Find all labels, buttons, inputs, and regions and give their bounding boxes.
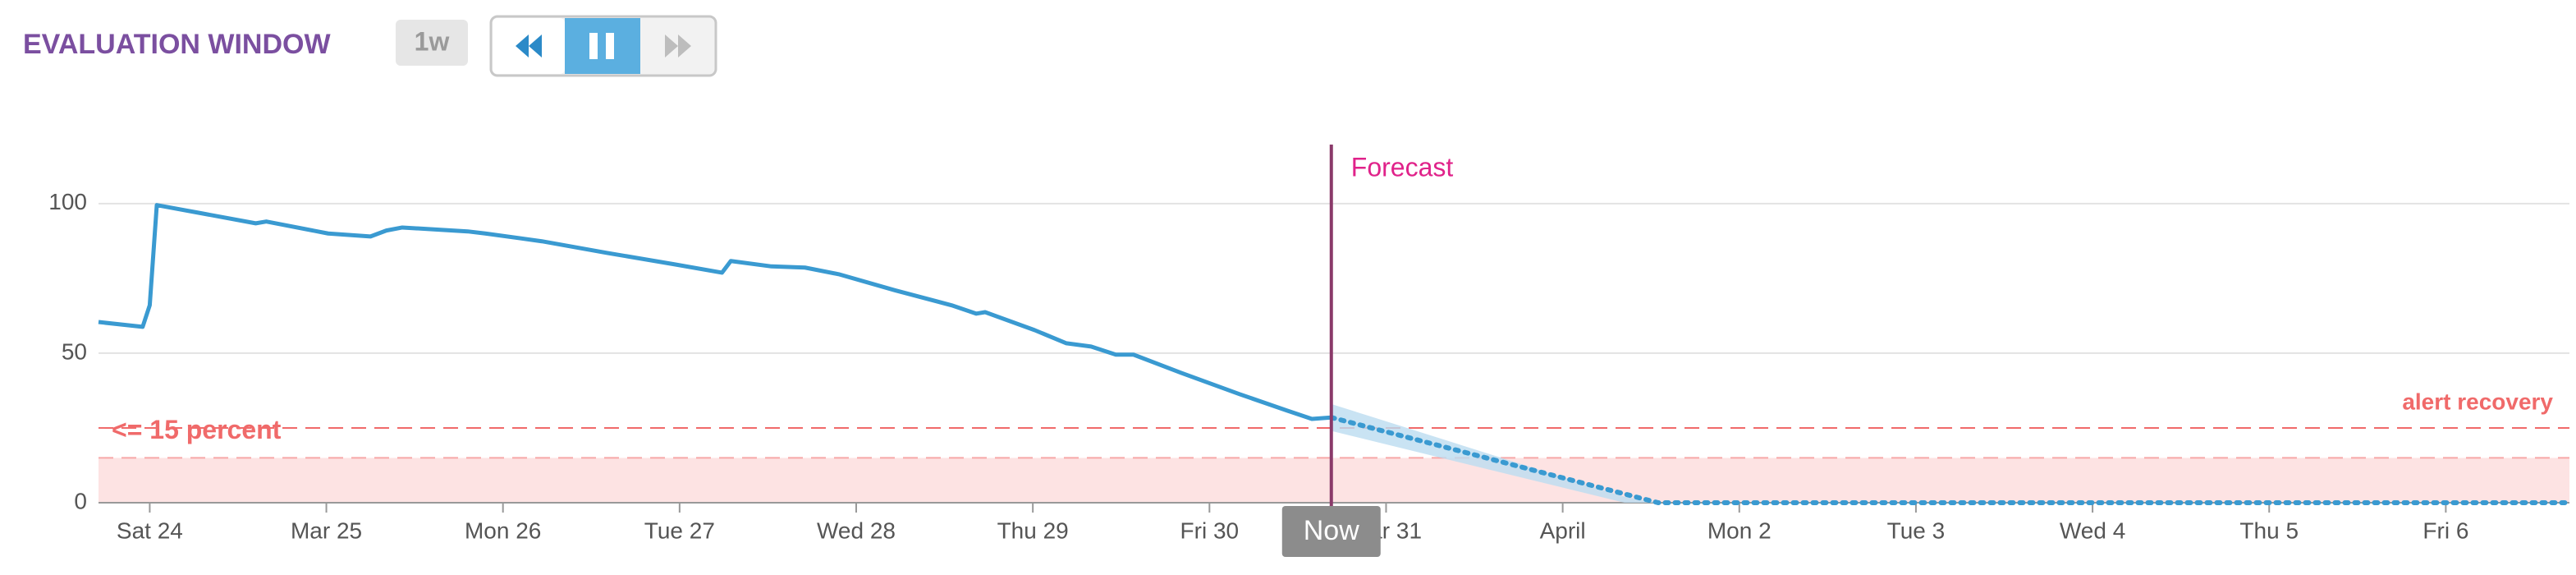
now-badge [1281, 506, 1381, 557]
now-label: Now [1304, 515, 1359, 546]
window-label: 1w [415, 26, 450, 56]
pause-button[interactable] [565, 18, 640, 74]
x-tick-label: Thu 5 [2239, 518, 2299, 543]
x-tick-label: Sat 24 [117, 518, 183, 543]
x-tick-label: Wed 4 [2060, 518, 2125, 543]
x-tick-label: Thu 29 [997, 518, 1069, 543]
forward-icon [665, 34, 691, 58]
pause-icon [606, 33, 614, 59]
x-tick-label: April [1540, 518, 1586, 543]
playback-controls [489, 15, 717, 77]
y-tick-label: 50 [62, 338, 87, 364]
x-tick-label: Mar 25 [291, 518, 362, 543]
x-tick-label: Fri 30 [1180, 518, 1240, 543]
rewind-icon [516, 34, 542, 58]
window-badge [396, 20, 468, 66]
x-tick-label: Mon 26 [465, 518, 541, 543]
y-tick-label: 100 [48, 189, 87, 214]
x-tick-label: Fri 6 [2422, 518, 2468, 543]
forward-button[interactable] [665, 34, 691, 58]
x-tick-label: Mon 2 [1707, 518, 1772, 543]
series-line [98, 203, 1332, 421]
pause-icon [589, 33, 598, 59]
pause-bg [565, 18, 640, 74]
threshold-label: <= 15 percent [112, 415, 282, 444]
window-button[interactable]: 1w [396, 20, 468, 66]
x-tick-label: Tue 27 [644, 518, 715, 543]
x-tick-label: Tue 3 [1887, 518, 1946, 543]
series-line [1328, 415, 2572, 505]
x-tick-label: Wed 28 [817, 518, 896, 543]
threshold-area [99, 458, 2569, 503]
header-title: EVALUATION WINDOW [23, 29, 331, 60]
rewind-button[interactable] [493, 18, 565, 74]
threshold-label: alert recovery [2402, 389, 2553, 414]
forecast-label: Forecast [1351, 152, 1454, 182]
y-tick-label: 0 [74, 488, 87, 513]
